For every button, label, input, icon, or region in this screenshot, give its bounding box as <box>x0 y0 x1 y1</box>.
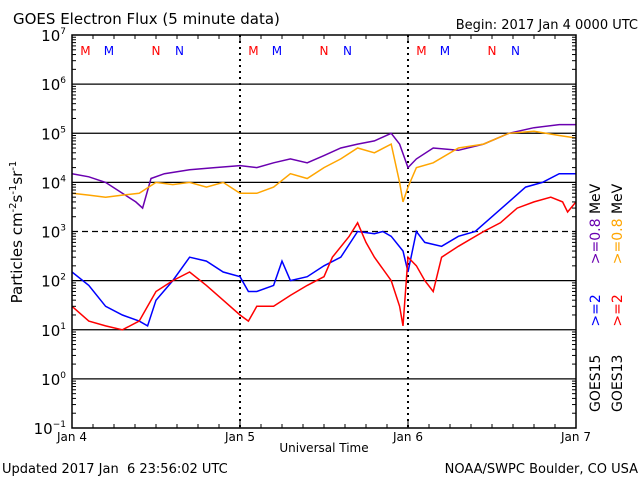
grid <box>72 35 576 428</box>
y-tick-exponent: 2 <box>60 273 66 283</box>
y-tick-base: 10 <box>41 273 60 291</box>
local-time-marker: M <box>272 44 282 58</box>
y-tick-exponent: 5 <box>60 125 66 135</box>
y-tick-label: 105 <box>41 125 66 143</box>
legend-high-energy: >=0.8 <box>588 218 604 264</box>
y-tick-base: 10 <box>41 27 60 45</box>
credit-label: NOAA/SWPC Boulder, CO USA <box>445 462 638 477</box>
y-label-exp: -1 <box>8 161 19 171</box>
updated-timestamp: Updated 2017 Jan 6 23:56:02 UTC <box>2 462 228 477</box>
y-tick-label: 107 <box>41 27 66 45</box>
y-tick-exponent: 6 <box>60 76 66 86</box>
legend: GOES15 >=2 >=0.8 MeV GOES13 >=2 >=0.8 MeV <box>588 183 626 412</box>
y-tick-label: 104 <box>41 174 66 192</box>
local-time-marker: N <box>511 44 520 58</box>
y-tick-base: 10 <box>41 76 60 94</box>
y-tick-base: 10 <box>41 125 60 143</box>
local-time-marker: N <box>175 44 184 58</box>
x-tick-label: Jan 5 <box>224 430 255 444</box>
series-line <box>71 123 576 210</box>
legend-low-energy: >=2 <box>610 294 626 326</box>
y-tick-label: 101 <box>41 322 66 340</box>
x-tick-label: Jan 7 <box>560 430 591 444</box>
legend-satellite: GOES15 <box>588 355 604 412</box>
legend-entry: GOES13 >=2 >=0.8 MeV <box>610 183 626 412</box>
x-axis-label: Universal Time <box>279 441 368 455</box>
local-time-marker: M <box>80 44 90 58</box>
y-tick-base: 10 <box>41 322 60 340</box>
y-tick-base: 10 <box>41 224 60 242</box>
local-time-marker: N <box>152 44 161 58</box>
series-line <box>71 130 577 203</box>
series-group <box>71 123 577 331</box>
y-label-sr: sr <box>8 170 26 185</box>
local-time-marker: N <box>320 44 329 58</box>
local-time-marker: N <box>488 44 497 58</box>
legend-unit: MeV <box>588 183 604 218</box>
chart-title: GOES Electron Flux (5 minute data) <box>13 10 280 28</box>
y-tick-base: 10 <box>41 174 60 192</box>
series-line <box>71 196 577 331</box>
local-time-marker: M <box>104 44 114 58</box>
legend-satellite: GOES13 <box>610 355 626 412</box>
y-tick-base: 10 <box>34 420 53 438</box>
y-tick-exponent: 7 <box>60 27 66 37</box>
y-tick-base: 10 <box>41 371 60 389</box>
y-axis-label: Particles cm-2s-1sr-1 <box>8 161 26 304</box>
y-tick-label: 103 <box>41 224 66 242</box>
y-tick-exponent: 3 <box>60 224 66 234</box>
legend-unit: MeV <box>610 183 626 218</box>
y-tick-label: 102 <box>41 273 66 291</box>
y-tick-exponent: 4 <box>60 174 66 184</box>
local-time-marker: N <box>343 44 352 58</box>
x-tick-label: Jan 6 <box>392 430 423 444</box>
y-label-s: s <box>8 194 26 202</box>
y-label-exp: -2 <box>8 202 19 212</box>
legend-high-energy: >=0.8 <box>610 218 626 264</box>
y-tick-exponent: −1 <box>53 420 66 430</box>
local-time-marker: M <box>440 44 450 58</box>
y-tick-exponent: 0 <box>60 371 66 381</box>
x-tick-label: Jan 4 <box>56 430 87 444</box>
y-tick-exponent: 1 <box>60 322 66 332</box>
y-label-exp: -1 <box>8 185 19 195</box>
legend-low-energy: >=2 <box>588 294 604 326</box>
begin-label: Begin: 2017 Jan 4 0000 UTC <box>456 18 638 33</box>
series-line <box>71 172 576 328</box>
y-tick-label: 106 <box>41 76 66 94</box>
y-label-main: Particles cm <box>8 212 26 303</box>
local-time-marker: M <box>416 44 426 58</box>
y-tick-label: 100 <box>41 371 66 389</box>
y-tick-label: 10−1 <box>34 420 66 438</box>
local-time-marker: M <box>248 44 258 58</box>
legend-entry: GOES15 >=2 >=0.8 MeV <box>588 183 604 412</box>
